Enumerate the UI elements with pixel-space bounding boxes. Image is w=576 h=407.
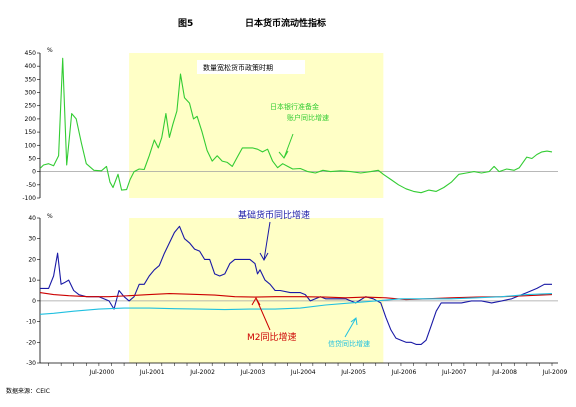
x-tick-label: Jul-2007 [441, 369, 467, 376]
x-tick-label: Jul-2002 [189, 369, 215, 376]
source-note: 数据来源：CEIC [6, 387, 50, 395]
base-label-arrow [259, 221, 271, 262]
m2-label-arrow [251, 296, 271, 331]
figure-label: 图5 [178, 18, 193, 29]
chart-title: 日本货币流动性指标 [245, 17, 326, 29]
x-tick-label: Jul-2009 [542, 369, 568, 376]
bottom-y-tick-label: 30 [28, 236, 36, 243]
series-label-m2: M2同比增速 [247, 331, 297, 343]
top-y-tick-label: 300 [25, 90, 37, 97]
series-line-loan [39, 293, 553, 315]
series-label-reserve-line2: 账户同比增速 [287, 113, 329, 122]
x-tick-label: Jul-2006 [391, 369, 417, 376]
shaded-period-label: 数量宽松货币政策时期 [203, 63, 273, 72]
top-y-tick-label: 350 [25, 76, 37, 83]
top-y-tick-label: 100 [25, 142, 37, 149]
bottom-y-tick-label: -20 [26, 339, 36, 346]
top-y-tick-label: 150 [25, 129, 37, 136]
bottom-y-tick-label: -30 [26, 360, 36, 367]
top-unit-label: % [47, 47, 53, 54]
top-y-tick-label: 400 [25, 63, 37, 70]
bottom-y-tick-label: 10 [28, 277, 36, 284]
x-axis: Jul-2000 Jul-2001 Jul-2002 Jul-2003 Jul-2004… [40, 362, 568, 376]
x-tick-label: Jul-2008 [491, 369, 517, 376]
shaded-period-label-box [197, 60, 305, 74]
bottom-y-tick-label: -10 [26, 319, 36, 326]
series-line-reserve [39, 57, 553, 194]
x-tick-label: Jul-2000 [89, 369, 115, 376]
series-label-loan: 信贷同比增速 [328, 339, 370, 348]
top-y-tick-label: 200 [25, 116, 37, 123]
x-tick-label: Jul-2004 [290, 369, 316, 376]
top-y-tick-label: -100 [22, 195, 36, 202]
series-label-base: 基础货币同比增速 [238, 209, 310, 221]
bottom-unit-label: % [47, 213, 53, 220]
x-tick-label: Jul-2003 [240, 369, 266, 376]
loan-label-arrow [344, 317, 358, 338]
bottom-y-tick-label: 0 [32, 298, 36, 305]
shaded-period-top [129, 53, 384, 198]
x-tick-label: Jul-2005 [340, 369, 366, 376]
top-y-tick-label: -50 [26, 182, 36, 189]
top-panel: -100 -50 0 50 100 150 200 250 300 350 400 450 % 数量宽… [22, 47, 558, 202]
top-y-axis: -100 -50 0 50 100 150 200 250 300 350 400 450 [22, 50, 41, 202]
top-y-tick-label: 450 [25, 50, 37, 57]
top-y-tick-label: 50 [28, 155, 36, 162]
bottom-y-axis: -30 -20 -10 0 10 20 30 40 [26, 215, 41, 367]
bottom-y-tick-label: 20 [28, 256, 36, 263]
top-y-tick-label: 0 [32, 169, 36, 176]
shaded-period-bottom [129, 218, 384, 363]
reserve-label-arrow [278, 133, 294, 159]
x-tick-label: Jul-2001 [139, 369, 165, 376]
series-line-m2 [39, 292, 553, 301]
series-label-reserve-line1: 日本银行准备金 [270, 102, 319, 111]
bottom-y-tick-label: 40 [28, 215, 36, 222]
top-y-tick-label: 250 [25, 103, 37, 110]
